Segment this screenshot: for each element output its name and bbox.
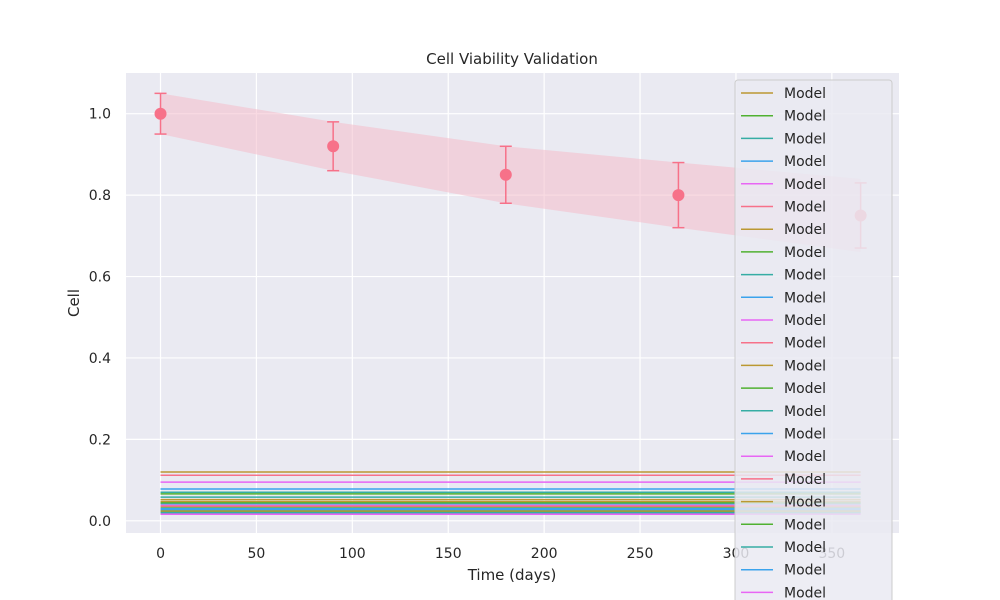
legend-label: Model [784, 313, 826, 329]
legend-label: Model [784, 154, 826, 170]
y-tick-label: 0.2 [89, 432, 111, 448]
legend-label: Model [784, 517, 826, 533]
chart-title: Cell Viability Validation [426, 50, 598, 68]
observed-point-group [154, 92, 167, 135]
legend-label: Model [784, 109, 826, 125]
legend-box [734, 79, 893, 600]
observed-point-group [672, 161, 685, 229]
legend-label: Model [784, 200, 826, 216]
legend-label: Model [784, 540, 826, 556]
observed-point [154, 107, 167, 120]
legend-label: Model [784, 563, 826, 579]
y-tick-label: 1.0 [89, 107, 111, 123]
legend-label: Model [784, 495, 826, 511]
legend-label: Model [784, 449, 826, 465]
x-tick-label: 50 [248, 546, 266, 562]
legend-label: Model [784, 268, 826, 284]
observed-point-group [499, 145, 512, 205]
y-axis-label: Cell [65, 289, 83, 317]
legend-label: Model [784, 427, 826, 443]
x-tick-label: 100 [339, 546, 366, 562]
x-axis-label: Time (days) [467, 566, 557, 584]
legend-label: Model [784, 472, 826, 488]
legend-label: Model [784, 131, 826, 147]
x-tick-label: 200 [531, 546, 558, 562]
legend-label: Model [784, 381, 826, 397]
legend-label: Model [784, 336, 826, 352]
y-tick-label: 0.8 [89, 188, 111, 204]
y-tick-label: 0.6 [89, 270, 111, 286]
y-tick-label: 0.0 [89, 514, 111, 530]
legend-label: Model [784, 585, 826, 600]
legend: Model Model Model Model Model Model Model Model… [734, 79, 893, 600]
observed-point-group [327, 121, 340, 172]
x-tick-label: 0 [156, 546, 165, 562]
y-tick-label: 0.4 [89, 351, 111, 367]
legend-label: Model [784, 290, 826, 306]
legend-label: Model [784, 358, 826, 374]
observed-point [327, 140, 340, 153]
observed-point [672, 189, 685, 202]
x-tick-label: 150 [435, 546, 462, 562]
legend-label: Model [784, 245, 826, 261]
x-tick-label: 250 [627, 546, 654, 562]
legend-label: Model [784, 222, 826, 238]
observed-point [499, 168, 512, 181]
legend-label: Model [784, 86, 826, 102]
y-tick-labels: 0.0 0.2 0.4 0.6 0.8 1.0 [89, 107, 111, 530]
legend-label: Model [784, 177, 826, 193]
legend-label: Model [784, 404, 826, 420]
